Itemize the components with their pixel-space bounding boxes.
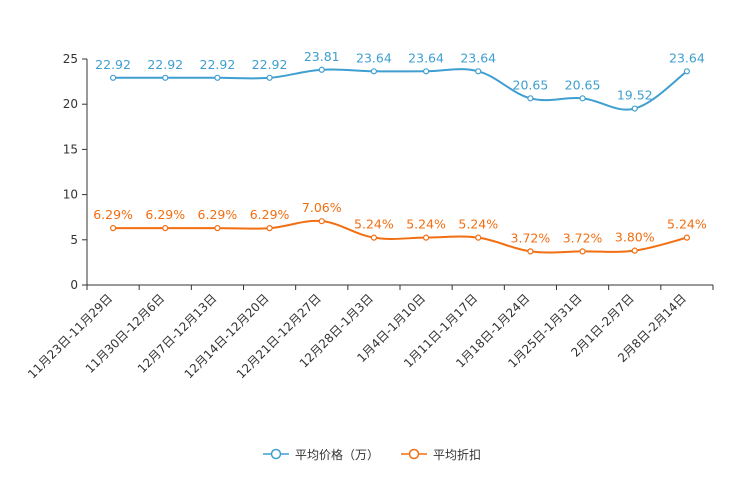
data-label: 23.64 (356, 50, 392, 65)
data-point[interactable] (422, 68, 430, 75)
x-tick-label: 11月23日-11月29日 (25, 291, 115, 381)
data-point[interactable] (475, 68, 482, 75)
data-point[interactable] (214, 225, 221, 232)
series-2: 6.29% 6.29% 6.29% 6.29% 7.06% 5.24% 5.24% 5.24%… (93, 200, 707, 255)
data-label: 5.24% (354, 217, 394, 232)
data-label: 20.65 (565, 77, 601, 92)
data-label: 3.80% (615, 230, 655, 245)
data-point[interactable] (370, 234, 378, 241)
data-point[interactable] (683, 234, 691, 241)
data-label: 23.64 (460, 50, 496, 65)
data-label: 5.24% (667, 217, 707, 232)
data-label: 6.29% (198, 207, 238, 222)
data-label: 22.92 (200, 57, 236, 72)
data-point[interactable] (109, 74, 117, 81)
legend-item-2[interactable]: 平均折扣 (401, 444, 481, 464)
legend-item-1[interactable]: 平均价格（万） (262, 444, 379, 464)
data-label: 3.72% (511, 230, 551, 245)
series-line (113, 68, 688, 111)
legend-label: 平均折扣 (433, 447, 482, 462)
data-point[interactable] (579, 248, 586, 255)
y-tick-label: 20 (63, 97, 78, 111)
y-tick-label: 0 (70, 278, 78, 292)
data-point[interactable] (162, 225, 169, 232)
y-tick-label: 25 (63, 52, 78, 66)
legend-line-marker-icon (262, 448, 289, 460)
data-label: 22.92 (147, 57, 183, 72)
data-point[interactable] (266, 74, 273, 81)
data-label: 22.92 (252, 57, 288, 72)
data-point[interactable] (318, 66, 325, 73)
data-point[interactable] (370, 68, 378, 75)
legend-label: 平均价格（万） (294, 447, 379, 462)
data-point[interactable] (631, 105, 638, 112)
series-line (113, 219, 688, 254)
y-tick-label: 5 (70, 233, 78, 247)
series-layer: 22.92 22.92 22.92 22.92 23.81 23.64 23.64 23.64… (93, 49, 707, 255)
data-label: 6.29% (93, 207, 133, 222)
data-label: 23.64 (408, 50, 444, 65)
data-point[interactable] (162, 74, 169, 81)
data-label: 6.29% (250, 207, 290, 222)
data-point[interactable] (109, 225, 117, 232)
data-label: 23.64 (669, 50, 705, 65)
data-point[interactable] (422, 234, 430, 241)
legend-line-marker-icon (401, 448, 427, 460)
data-label: 5.24% (458, 217, 498, 232)
data-point[interactable] (527, 95, 534, 102)
legend: 平均价格（万） 平均折扣 (0, 444, 744, 464)
data-point[interactable] (683, 68, 691, 75)
data-label: 20.65 (513, 77, 549, 92)
data-label: 23.81 (304, 49, 340, 64)
y-tick-label: 10 (63, 188, 78, 202)
data-label: 6.29% (145, 207, 185, 222)
series-1: 22.92 22.92 22.92 22.92 23.81 23.64 23.64 23.64… (95, 49, 705, 112)
data-point[interactable] (527, 248, 534, 255)
data-label: 5.24% (406, 217, 446, 232)
data-point[interactable] (475, 234, 482, 241)
data-point[interactable] (266, 225, 273, 232)
data-point[interactable] (631, 247, 638, 254)
data-point[interactable] (214, 74, 221, 81)
data-label: 22.92 (95, 57, 131, 72)
data-point[interactable] (579, 95, 586, 102)
data-label: 3.72% (563, 230, 603, 245)
data-point[interactable] (318, 218, 325, 225)
data-label: 7.06% (302, 200, 342, 215)
y-tick-label: 15 (63, 142, 78, 156)
data-label: 19.52 (617, 88, 653, 103)
